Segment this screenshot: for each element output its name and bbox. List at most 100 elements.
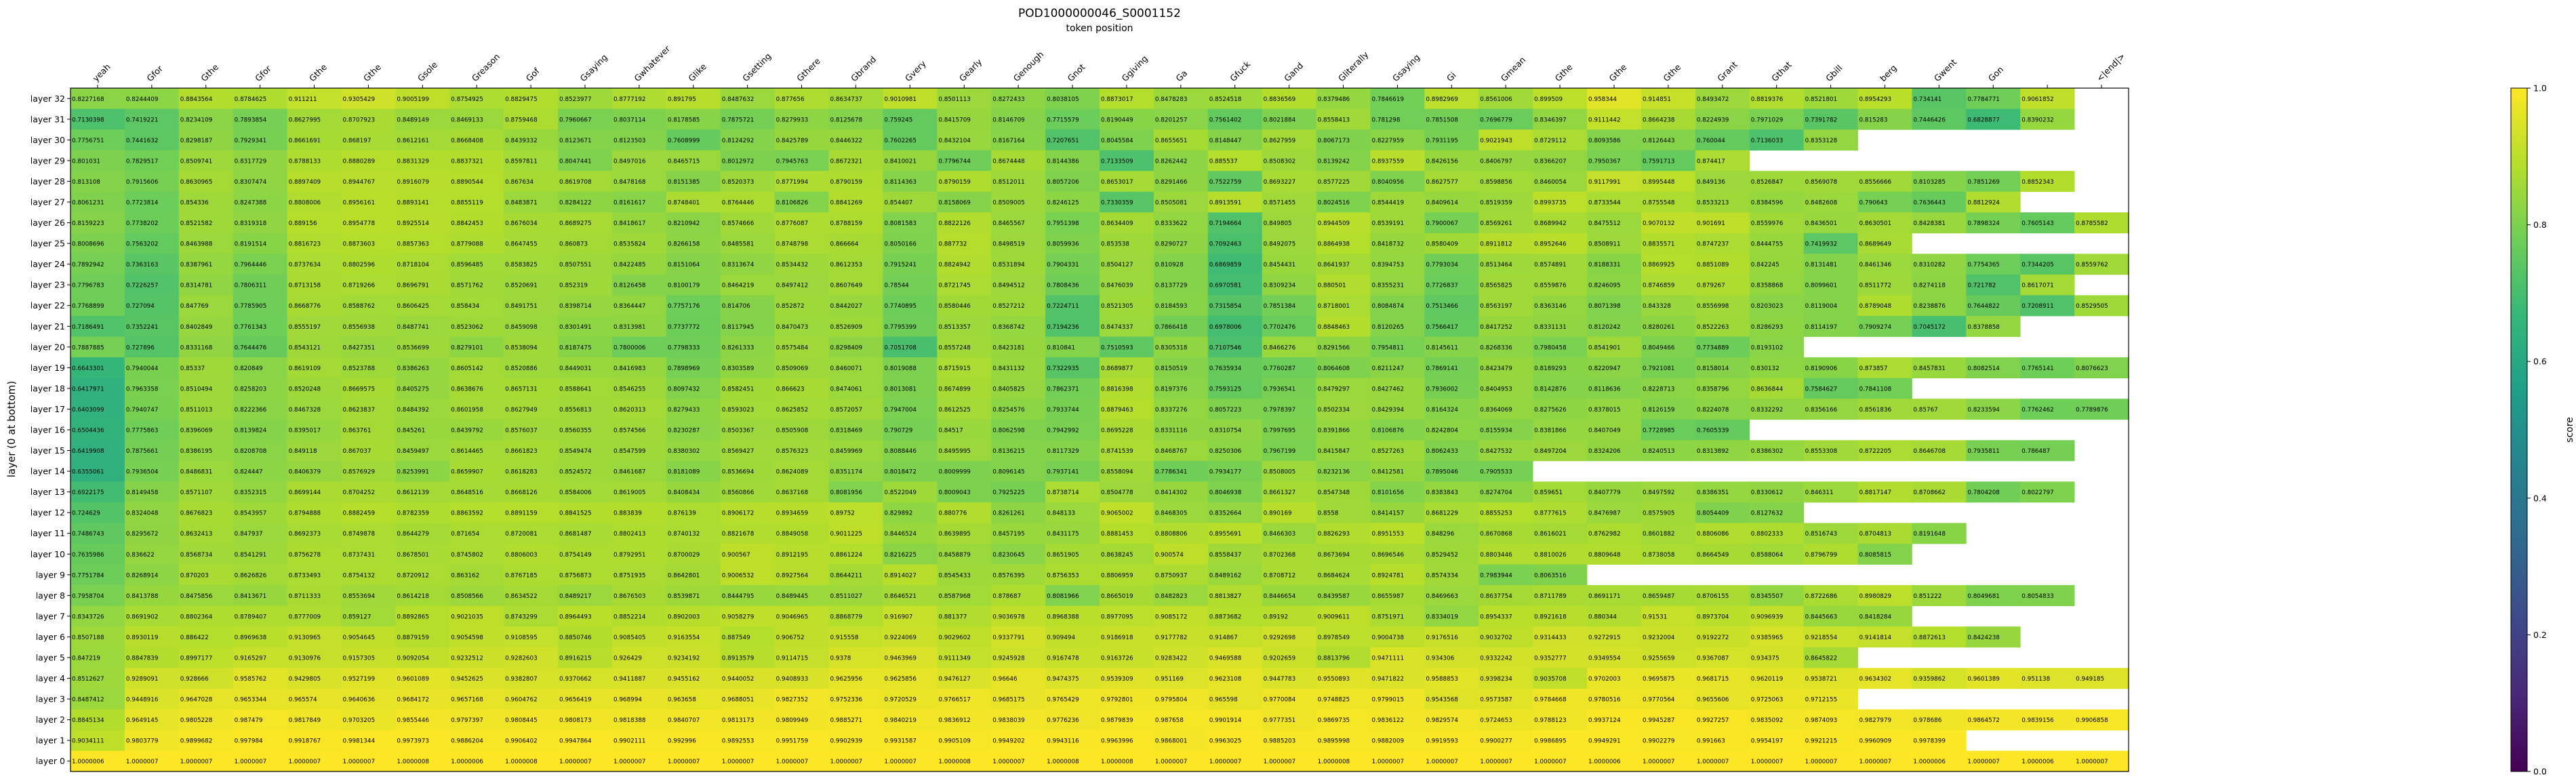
cell-value-label: 0.7635986: [72, 552, 104, 559]
cell-value-label: 0.8268914: [126, 572, 159, 579]
cell-value-label: 0.7092463: [1209, 241, 1242, 248]
heatmap-cell: [1803, 295, 1858, 317]
cell-value-label: 0.8445663: [1805, 614, 1838, 620]
heatmap-cell: [233, 750, 287, 772]
heatmap-cell: [449, 709, 504, 731]
heatmap-cell: [124, 440, 180, 462]
cell-value-label: 0.8067173: [1318, 138, 1350, 144]
cell-value-label: 0.8427351: [342, 344, 375, 351]
heatmap-cell: [1857, 295, 1912, 317]
cell-value-label: 0.8756278: [289, 552, 321, 559]
cell-value-label: 1.0000007: [613, 759, 646, 765]
cell-value-label: 0.8558437: [1209, 552, 1242, 559]
heatmap-cell: [1966, 626, 2021, 648]
heatmap-cell: [1587, 544, 1642, 565]
heatmap-cell: [504, 336, 559, 358]
heatmap-cell: [558, 233, 613, 254]
cell-value-label: 0.8508005: [1264, 469, 1296, 476]
cell-value-label: 0.8982969: [1426, 96, 1458, 103]
heatmap-cell: [449, 564, 504, 586]
cell-value-label: 0.9114715: [776, 656, 809, 662]
heatmap-cell: [991, 191, 1046, 213]
heatmap-cell: [1316, 274, 1371, 296]
cell-value-label: 0.9429805: [289, 676, 321, 683]
heatmap-cell: [1045, 212, 1100, 234]
cell-value-label: 0.8466303: [1264, 531, 1296, 538]
heatmap-cell: [449, 295, 504, 317]
cell-value-label: 0.8557248: [938, 344, 971, 351]
cell-value-label: 0.8661823: [505, 448, 538, 455]
heatmap-cell: [1262, 212, 1316, 234]
cell-value-label: 0.8479297: [1318, 386, 1350, 393]
heatmap-cell: [1587, 399, 1642, 420]
heatmap-cell: [1262, 233, 1316, 254]
cell-value-label: 0.8126443: [1643, 138, 1675, 144]
cell-value-label: 0.8576929: [342, 469, 375, 476]
cell-value-label: 0.9141814: [1859, 635, 1892, 641]
heatmap-cell: [1100, 378, 1154, 399]
heatmap-cell: [720, 709, 776, 731]
heatmap-cell: [1749, 171, 1805, 193]
heatmap-cell: [449, 523, 504, 544]
heatmap-cell: [124, 212, 180, 234]
cell-value-label: 0.8509069: [776, 365, 809, 372]
heatmap-cell: [504, 605, 559, 627]
cell-value-label: 0.7851384: [1264, 303, 1296, 310]
heatmap-cell: [611, 626, 667, 648]
heatmap-cell: [1749, 378, 1805, 399]
cell-value-label: 0.8468305: [1155, 510, 1188, 517]
heatmap-cell: [287, 688, 342, 710]
heatmap-cell: [611, 585, 667, 607]
heatmap-cell: [774, 254, 829, 275]
cell-value-label: 0.8788133: [289, 158, 321, 165]
heatmap-cell: [828, 336, 883, 358]
heatmap-cell: [666, 399, 721, 420]
heatmap-cell: [395, 481, 450, 503]
heatmap-cell: [1316, 626, 1371, 648]
cell-value-label: 0.8561006: [1480, 96, 1512, 103]
cell-value-label: 0.9447783: [1264, 676, 1296, 683]
cell-value-label: 0.8120242: [1588, 324, 1621, 331]
heatmap-cell: [504, 295, 559, 317]
cell-value-label: 0.8330612: [1751, 489, 1784, 496]
cell-value-label: 0.8413788: [126, 593, 159, 600]
cell-value-label: 0.8655651: [1155, 138, 1188, 144]
heatmap-cell: [1912, 750, 1967, 772]
cell-value-label: 0.9448916: [126, 697, 159, 704]
cell-value-label: 0.9177782: [1155, 635, 1188, 641]
cell-value-label: 0.9649145: [126, 717, 159, 724]
heatmap-cell: [1641, 150, 1696, 172]
y-tick-label: layer 18: [31, 383, 65, 393]
x-tick-label: Gsaying: [578, 52, 609, 83]
cell-value-label: 0.8556666: [1859, 179, 1892, 186]
cell-value-label: 0.8521582: [180, 220, 213, 227]
cell-value-label: 0.9255659: [1643, 656, 1675, 662]
heatmap-cell: [1100, 481, 1154, 503]
cell-value-label: 0.8729112: [1534, 138, 1567, 144]
cell-value-label: 0.8699144: [289, 489, 321, 496]
cell-value-label: 0.9839156: [2021, 717, 2054, 724]
heatmap-cell: [1262, 274, 1316, 296]
heatmap-cell: [1424, 688, 1479, 710]
heatmap-cell: [1478, 440, 1533, 462]
cell-value-label: 0.7734889: [1697, 344, 1729, 351]
cell-value-label: 0.854407: [884, 200, 912, 207]
heatmap-cell: [1641, 357, 1696, 379]
x-tick-label: Gthe: [361, 62, 383, 83]
heatmap-cell: [233, 626, 287, 648]
heatmap-cell: [1912, 399, 1967, 420]
cell-value-label: 0.9192272: [1697, 635, 1729, 641]
cell-value-label: 0.8855253: [1480, 510, 1512, 517]
cell-value-label: 0.8930119: [126, 635, 159, 641]
heatmap-cell: [504, 108, 559, 130]
cell-value-label: 0.8352315: [235, 489, 267, 496]
heatmap-cell: [1153, 523, 1209, 544]
cell-value-label: 0.9827352: [776, 697, 809, 704]
heatmap-cell: [1316, 212, 1371, 234]
heatmap-cell: [828, 419, 883, 441]
cell-value-label: 0.8691171: [1588, 593, 1621, 600]
cell-value-label: 0.8755548: [1643, 200, 1675, 207]
heatmap-cell: [1641, 626, 1696, 648]
heatmap-cell: [720, 212, 776, 234]
heatmap-cell: [124, 605, 180, 627]
